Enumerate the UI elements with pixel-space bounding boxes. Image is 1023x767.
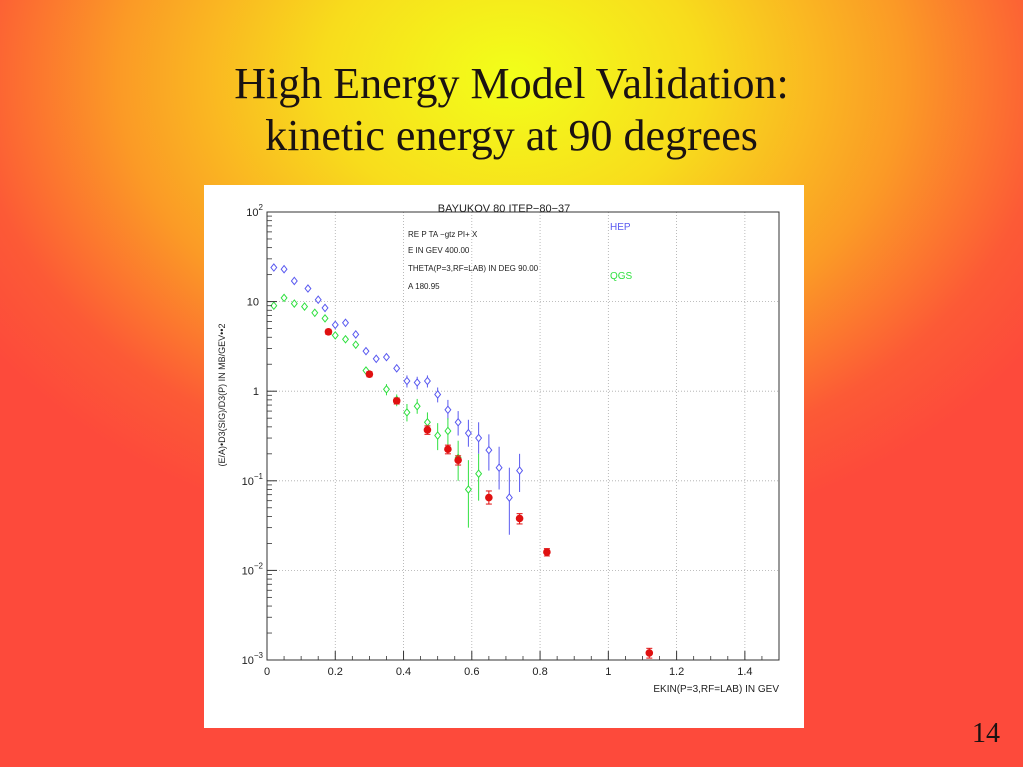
slide-title-line-1: High Energy Model Validation: <box>234 59 789 108</box>
qgs-point <box>403 407 411 417</box>
qgs-point <box>475 469 483 479</box>
hep-point <box>423 376 431 386</box>
grid <box>267 212 779 660</box>
data-marks <box>270 263 654 659</box>
data-point <box>645 649 654 657</box>
y-tick-label: 102 <box>246 203 263 219</box>
qgs-point <box>280 293 288 303</box>
hep-point <box>290 276 298 286</box>
hep-point <box>505 493 513 502</box>
annotation-line-2: E IN GEV 400.00 <box>408 246 470 255</box>
qgs-point <box>464 485 472 494</box>
annotation-line-1: RE P TA −gtz PI+ X <box>408 230 478 239</box>
hep-point <box>475 433 483 443</box>
qgs-point <box>341 334 350 344</box>
x-tick-label: 1.4 <box>737 666 752 678</box>
data-point <box>365 370 374 378</box>
annotation-block: RE P TA −gtz PI+ X E IN GEV 400.00 THETA… <box>408 230 539 291</box>
hep-point <box>372 354 380 364</box>
page-number: 14 <box>972 718 1000 749</box>
data-point <box>485 493 493 502</box>
y-tick-label: 10−2 <box>242 561 264 577</box>
chart-title: BAYUKOV 80 ITEP−80−37 <box>438 203 570 215</box>
annotation-line-4: A 180.95 <box>408 282 440 291</box>
hep-point <box>382 352 390 362</box>
y-tick-label: 10 <box>247 297 259 309</box>
qgs-point <box>311 308 319 318</box>
qgs-point <box>352 340 360 350</box>
qgs-point <box>413 401 421 411</box>
slide-title: High Energy Model Validation: kinetic en… <box>0 58 1023 162</box>
hep-point <box>341 318 350 328</box>
y-tick-label: 1 <box>253 386 259 398</box>
qgs-point <box>290 299 298 308</box>
hep-point <box>403 376 411 386</box>
data-point <box>454 456 462 464</box>
hep-point <box>304 284 312 293</box>
data-point <box>392 397 401 405</box>
hep-point <box>321 303 329 313</box>
x-tick-label: 0.8 <box>532 666 547 678</box>
hep-point <box>331 320 339 330</box>
x-tick-label: 0 <box>264 666 270 678</box>
x-axis-label: EKIN(P=3,RF=LAB) IN GEV <box>653 684 779 695</box>
legend-entry-hep: HEP <box>610 222 631 233</box>
x-tick-label: 0.2 <box>328 666 343 678</box>
y-axis-label: (E/A)•D3(SIG)/D3(P) IN MB/GEV••2 <box>217 324 227 467</box>
x-tick-label: 0.4 <box>396 666 411 678</box>
data-point <box>423 426 432 434</box>
data-point <box>543 548 551 556</box>
hep-point <box>464 428 472 438</box>
x-tick-label: 1.2 <box>669 666 684 678</box>
qgs-point <box>301 302 309 311</box>
hep-point <box>352 330 360 339</box>
data-point <box>444 445 452 454</box>
data-point <box>324 328 333 336</box>
qgs-point <box>444 426 452 436</box>
qgs-point <box>434 431 442 440</box>
plot-panel: BAYUKOV 80 ITEP−80−37 RE P TA −gtz PI+ X… <box>204 185 804 728</box>
hep-point <box>362 346 370 356</box>
hep-point <box>485 445 493 455</box>
chart-canvas: BAYUKOV 80 ITEP−80−37 RE P TA −gtz PI+ X… <box>217 203 780 695</box>
legend: HEP QGS <box>610 222 633 282</box>
hep-point <box>495 463 503 473</box>
y-tick-label: 10−3 <box>242 651 264 667</box>
x-tick-label: 0.6 <box>464 666 479 678</box>
qgs-point <box>321 313 329 323</box>
hep-point <box>454 417 462 427</box>
hep-point <box>280 264 288 274</box>
qgs-point <box>423 417 431 427</box>
x-tick-label: 1 <box>605 666 611 678</box>
axes: 0 0.2 0.4 0.6 0.8 1 1.2 1.4 102 10 1 10−1 10−2 10−3 <box>242 203 780 678</box>
hep-point <box>314 295 322 305</box>
qgs-point <box>382 384 390 394</box>
qgs-point <box>331 330 339 340</box>
hep-point <box>393 363 401 373</box>
plot-frame <box>266 211 780 661</box>
hep-point <box>270 263 278 272</box>
hep-point <box>444 405 452 415</box>
hep-point <box>413 378 421 387</box>
legend-entry-qgs: QGS <box>610 271 633 282</box>
hep-point <box>434 390 442 399</box>
y-tick-label: 10−1 <box>242 472 264 488</box>
qgs-point <box>270 301 278 311</box>
data-point <box>515 514 524 523</box>
hep-point <box>516 466 524 475</box>
annotation-line-3: THETA(P=3,RF=LAB) IN DEG 90.00 <box>408 264 539 273</box>
slide-title-line-2: kinetic energy at 90 degrees <box>265 111 758 160</box>
